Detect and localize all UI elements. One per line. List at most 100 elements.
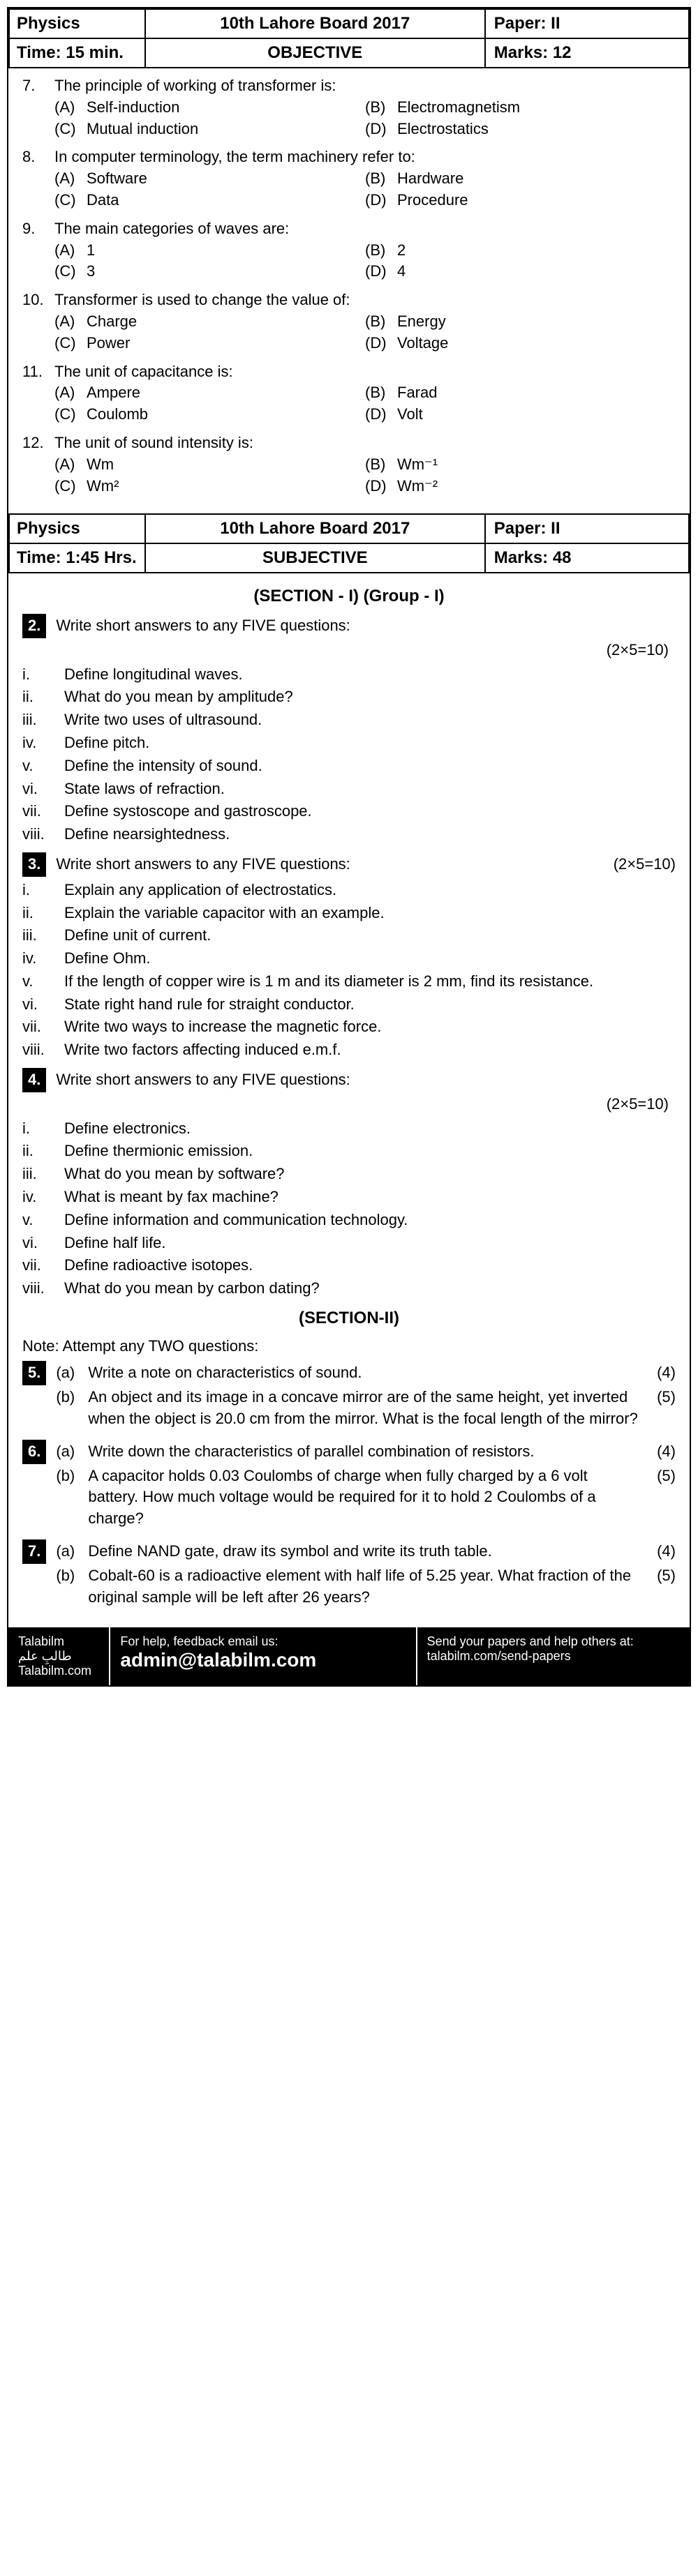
- option-text: Wm: [87, 454, 365, 476]
- mcq-option: (D)Wm⁻²: [365, 476, 676, 497]
- sub-question: vi.Define half life.: [22, 1233, 676, 1254]
- sub-roman: i.: [22, 1118, 64, 1140]
- sub-text: What do you mean by amplitude?: [64, 686, 676, 708]
- sub-text: Define information and communication tec…: [64, 1210, 676, 1231]
- help-email: admin@talabilm.com: [120, 1649, 406, 1671]
- mcq-item: 8.In computer terminology, the term mach…: [22, 146, 676, 211]
- mcq-number: 8.: [22, 146, 54, 168]
- option-text: Energy: [397, 311, 676, 333]
- question-5: 5. (a)Write a note on characteristics of…: [22, 1361, 676, 1432]
- option-text: Voltage: [397, 333, 676, 354]
- option-text: Software: [87, 168, 365, 190]
- sub-question: iii.Write two uses of ultrasound.: [22, 709, 676, 731]
- mcq-option: (A)Ampere: [54, 382, 365, 404]
- mcq-item: 7.The principle of working of transforme…: [22, 75, 676, 140]
- question-part: (a)Define NAND gate, draw its symbol and…: [56, 1541, 676, 1562]
- mcq-text: The principle of working of transformer …: [54, 75, 676, 97]
- sub-text: Write two uses of ultrasound.: [64, 709, 676, 731]
- question-number-box: 6.: [22, 1440, 46, 1464]
- option-label: (D): [365, 190, 397, 211]
- question-4: 4. Write short answers to any FIVE quest…: [22, 1068, 676, 1300]
- sub-text: Define pitch.: [64, 732, 676, 754]
- option-text: 2: [397, 240, 676, 262]
- help-label: For help, feedback email us:: [120, 1634, 406, 1649]
- option-text: Wm²: [87, 476, 365, 497]
- part-text: A capacitor holds 0.03 Coulombs of charg…: [88, 1466, 641, 1530]
- sub-roman: i.: [22, 880, 64, 901]
- mcq-item: 11.The unit of capacitance is:(A)Ampere(…: [22, 361, 676, 425]
- question-2: 2. Write short answers to any FIVE quest…: [22, 614, 676, 845]
- option-text: 3: [87, 261, 365, 283]
- sub-text: If the length of copper wire is 1 m and …: [64, 971, 676, 993]
- paper-cell: Paper: II: [485, 9, 689, 38]
- sub-question: vii.Define systoscope and gastroscope.: [22, 801, 676, 822]
- mcq-option: (B)2: [365, 240, 676, 262]
- option-text: Data: [87, 190, 365, 211]
- mcq-option: (A)Wm: [54, 454, 365, 476]
- sub-question: i.Define longitudinal waves.: [22, 664, 676, 686]
- option-text: Volt: [397, 404, 676, 425]
- sub-text: Define the intensity of sound.: [64, 755, 676, 777]
- option-label: (C): [54, 261, 87, 283]
- footer-bar: Talabilm طالبِ علم Talabilm.com For help…: [8, 1627, 690, 1685]
- part-text: Write down the characteristics of parall…: [88, 1441, 641, 1463]
- sub-roman: iv.: [22, 1187, 64, 1208]
- sub-text: Explain any application of electrostatic…: [64, 880, 676, 901]
- sub-roman: v.: [22, 755, 64, 777]
- sub-question: ii.What do you mean by amplitude?: [22, 686, 676, 708]
- option-label: (A): [54, 97, 87, 119]
- sub-question: v.Define information and communication t…: [22, 1210, 676, 1231]
- mcq-option: (D)Procedure: [365, 190, 676, 211]
- mcq-option: (C)Wm²: [54, 476, 365, 497]
- mcq-item: 12.The unit of sound intensity is:(A)Wm(…: [22, 432, 676, 497]
- question-6: 6. (a)Write down the characteristics of …: [22, 1440, 676, 1532]
- sub-question: viii.What do you mean by carbon dating?: [22, 1278, 676, 1300]
- subject-cell: Physics: [9, 9, 145, 38]
- mcq-option: (C)Coulomb: [54, 404, 365, 425]
- option-label: (B): [365, 311, 397, 333]
- sub-roman: iv.: [22, 732, 64, 754]
- sub-roman: vii.: [22, 1255, 64, 1276]
- mcq-option: (C)Power: [54, 333, 365, 354]
- sub-text: Define radioactive isotopes.: [64, 1255, 676, 1276]
- part-text: An object and its image in a concave mir…: [88, 1387, 641, 1430]
- sub-roman: viii.: [22, 1278, 64, 1300]
- attempt-note: Note: Attempt any TWO questions:: [22, 1336, 676, 1357]
- sub-question: iii.Define unit of current.: [22, 925, 676, 947]
- option-text: Electrostatics: [397, 119, 676, 140]
- type-cell: OBJECTIVE: [145, 38, 485, 68]
- sub-text: Define unit of current.: [64, 925, 676, 947]
- subjective-body: (SECTION - I) (Group - I) 2. Write short…: [8, 573, 690, 1627]
- question-number-box: 5.: [22, 1361, 46, 1385]
- option-text: Coulomb: [87, 404, 365, 425]
- marks-cell: Marks: 48: [485, 543, 689, 573]
- sub-question: ii.Explain the variable capacitor with a…: [22, 903, 676, 924]
- question-instruction: Write short answers to any FIVE question…: [56, 854, 607, 875]
- option-text: 1: [87, 240, 365, 262]
- sub-text: Write two ways to increase the magnetic …: [64, 1016, 676, 1038]
- sub-roman: i.: [22, 664, 64, 686]
- question-7: 7. (a)Define NAND gate, draw its symbol …: [22, 1539, 676, 1611]
- sub-question: vi.State laws of refraction.: [22, 778, 676, 800]
- sub-question: vi.State right hand rule for straight co…: [22, 994, 676, 1016]
- sub-question: vii.Define radioactive isotopes.: [22, 1255, 676, 1276]
- mcq-number: 7.: [22, 75, 54, 97]
- sub-roman: vi.: [22, 994, 64, 1016]
- option-text: Procedure: [397, 190, 676, 211]
- sub-roman: iii.: [22, 1163, 64, 1185]
- part-label: (b): [56, 1466, 88, 1530]
- mcq-option: (A)Charge: [54, 311, 365, 333]
- question-part: (a)Write a note on characteristics of so…: [56, 1362, 676, 1384]
- brand-en: Talabilm: [18, 1634, 99, 1649]
- sub-question: iii.What do you mean by software?: [22, 1163, 676, 1185]
- option-text: Wm⁻²: [397, 476, 676, 497]
- question-marks: (2×5=10): [22, 1094, 676, 1115]
- question-part: (b)Cobalt-60 is a radioactive element wi…: [56, 1565, 676, 1609]
- option-text: Ampere: [87, 382, 365, 404]
- mcq-option: (D)4: [365, 261, 676, 283]
- option-label: (C): [54, 476, 87, 497]
- question-instruction: Write short answers to any FIVE question…: [56, 615, 676, 637]
- sub-question: viii.Define nearsightedness.: [22, 824, 676, 845]
- send-link: talabilm.com/send-papers: [427, 1649, 680, 1664]
- sub-roman: ii.: [22, 686, 64, 708]
